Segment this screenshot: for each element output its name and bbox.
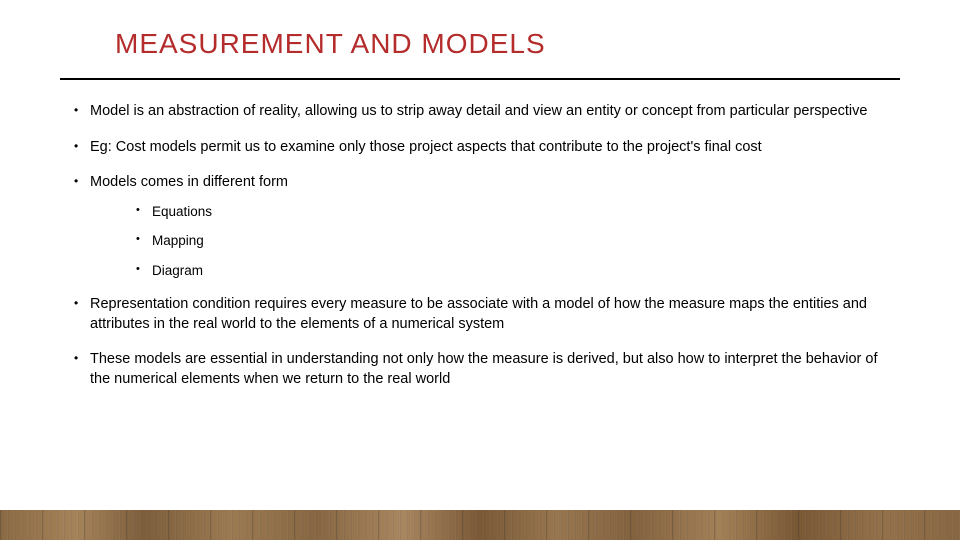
bullet-item: Models comes in different form Equations… xyxy=(68,173,900,279)
bullet-item: Model is an abstraction of reality, allo… xyxy=(68,102,900,122)
sub-bullet-list: Equations Mapping Diagram xyxy=(90,203,900,280)
bullet-item: Eg: Cost models permit us to examine onl… xyxy=(68,138,900,158)
slide-content: Model is an abstraction of reality, allo… xyxy=(60,102,900,390)
sub-bullet-item: Mapping xyxy=(132,232,900,250)
slide: MEASUREMENT AND MODELS Model is an abstr… xyxy=(0,0,960,540)
bullet-item: These models are essential in understand… xyxy=(68,350,900,389)
slide-title: MEASUREMENT AND MODELS xyxy=(60,28,900,60)
wood-footer-decoration xyxy=(0,510,960,540)
sub-bullet-item: Diagram xyxy=(132,262,900,280)
title-underline xyxy=(60,78,900,80)
bullet-item: Representation condition requires every … xyxy=(68,295,900,334)
bullet-text: Models comes in different form xyxy=(90,174,288,190)
sub-bullet-item: Equations xyxy=(132,203,900,221)
bullet-list: Model is an abstraction of reality, allo… xyxy=(68,102,900,390)
